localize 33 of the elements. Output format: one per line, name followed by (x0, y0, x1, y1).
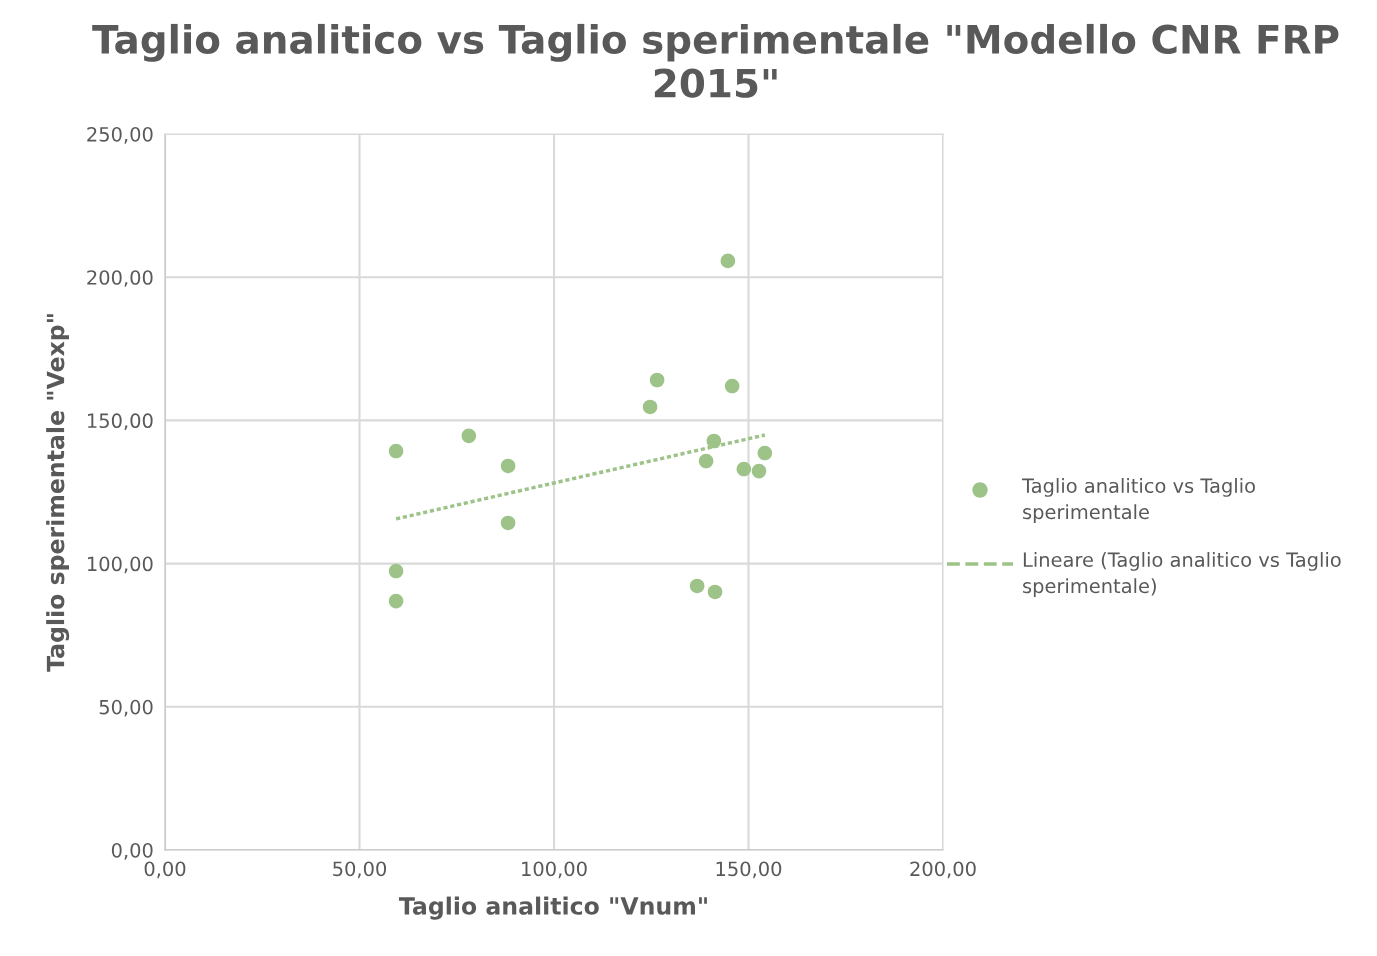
point (642, 399, 658, 415)
legend-label: Taglio analitico vs Taglio sperimentale (1021, 478, 1255, 524)
point (736, 461, 752, 477)
point (388, 593, 404, 609)
y-tick-label: 0,00 (111, 842, 153, 860)
y-tick-label: 150,00 (87, 413, 153, 431)
point (706, 433, 722, 449)
chart-title: Taglio analitico vs Taglio sperimentale "Modello CNR FRP 2015" (92, 23, 1339, 98)
point (698, 453, 714, 469)
x-tick-label: 50,00 (333, 861, 387, 879)
x-tick-label: 200,00 (910, 861, 976, 879)
x-tick-label: 150,00 (716, 861, 782, 879)
y-tick-label: 100,00 (87, 556, 153, 574)
y-tick-label: 250,00 (87, 126, 153, 144)
point (724, 378, 740, 394)
point (689, 578, 705, 594)
legend-label: Lineare (Taglio analitico vs Taglio sperimentale) (1023, 552, 1341, 598)
point (388, 563, 404, 579)
point (388, 443, 404, 459)
y-tick-label: 200,00 (87, 270, 153, 287)
x-tick-label: 100,00 (522, 861, 587, 879)
point (500, 458, 516, 474)
y-axis-title: Taglio sperimentale "Vexp" (46, 314, 70, 672)
point (720, 253, 736, 269)
point (707, 584, 723, 600)
y-tick-label: 50,00 (99, 699, 153, 717)
point (500, 515, 516, 531)
point (461, 428, 477, 444)
point (649, 372, 665, 388)
point (751, 463, 767, 479)
x-axis-title: Taglio analitico "Vnum" (398, 896, 707, 920)
x-tick-label: 0,00 (144, 861, 186, 879)
point (757, 445, 773, 461)
